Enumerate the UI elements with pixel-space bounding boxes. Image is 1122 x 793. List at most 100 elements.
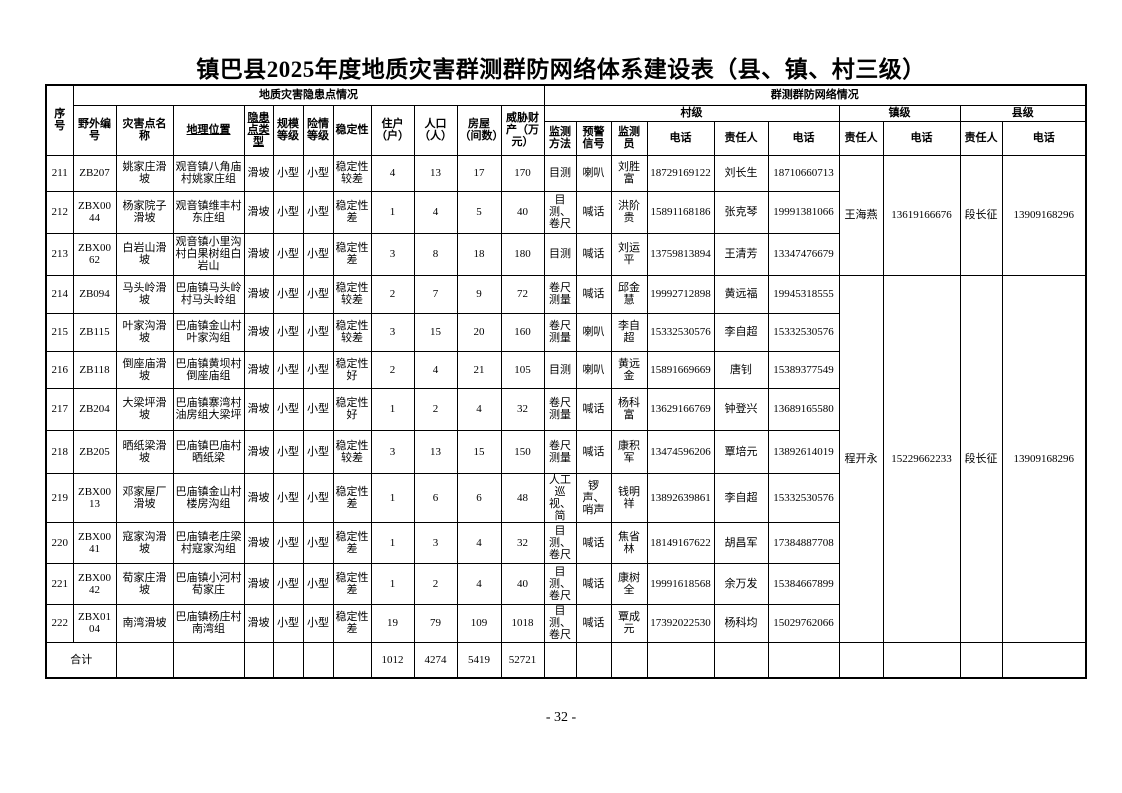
cell-monitor_phone: 18149167622 <box>646 521 715 564</box>
cell-monitor_phone: 17392022530 <box>646 603 715 643</box>
cell-responsible: 胡昌军 <box>713 521 769 564</box>
cell-monitor: 刘运平 <box>610 232 648 276</box>
cell-monitor: 杨科富 <box>610 387 648 431</box>
cell-monitor: 刘胜富 <box>610 154 648 192</box>
cell-method: 目测、卷尺 <box>543 562 577 605</box>
cell-population: 13 <box>413 154 458 192</box>
cell-rooms: 4 <box>456 387 502 431</box>
header-households: 住户（户） <box>370 104 415 156</box>
cell-location: 巴庙镇金山村叶家沟组 <box>172 312 245 352</box>
cell-responsible_phone: 15029762066 <box>767 603 840 643</box>
cell-property: 170 <box>500 154 545 192</box>
cell-population: 8 <box>413 232 458 276</box>
cell-type: 滑坡 <box>243 190 274 234</box>
total-empty-name <box>115 641 174 679</box>
total-empty-monitor_phone <box>646 641 715 679</box>
header-rooms: 房屋（间数） <box>456 104 502 156</box>
total-empty-type <box>243 641 274 679</box>
cell-location: 巴庙镇黄坝村倒座庙组 <box>172 350 245 389</box>
header-village-phone: 电话 <box>767 120 840 156</box>
cell-households: 3 <box>370 312 415 352</box>
cell-monitor: 邱金慧 <box>610 274 648 314</box>
cell-field_no: ZB094 <box>72 274 117 314</box>
cell-stability: 稳定性较差 <box>332 312 372 352</box>
table-row: 213 ZBX0062 白岩山滑坡 观音镇小里沟村白果树组白岩山 滑坡 小型 小型 稳定性差 3… <box>45 232 1086 276</box>
cell-signal: 喊话 <box>575 603 612 643</box>
header-village-responsible: 责任人 <box>713 120 769 156</box>
cell-households: 1 <box>370 472 415 523</box>
cell-property: 160 <box>500 312 545 352</box>
cell-responsible: 钟登兴 <box>713 387 769 431</box>
header-county-phone: 电话 <box>1001 120 1087 156</box>
cell-monitor_phone: 13629166769 <box>646 387 715 431</box>
cell-scale: 小型 <box>272 472 304 523</box>
cell-responsible_phone: 17384887708 <box>767 521 840 564</box>
table-body: 211 ZB207 姚家庄滑坡 观音镇八角庙村姚家庄组 滑坡 小型 小型 稳定性较差 4 13 17… <box>45 154 1087 679</box>
header-group-network: 群测群防网络情况 <box>543 84 1087 106</box>
cell-danger: 小型 <box>302 232 334 276</box>
cell-seq: 220 <box>45 521 74 564</box>
header-field-no: 野外编号 <box>72 104 117 156</box>
cell-name: 晒纸梁滑坡 <box>115 429 174 474</box>
header-disaster-name: 灾害点名称 <box>115 104 174 156</box>
cell-population: 4 <box>413 190 458 234</box>
cell-responsible_phone: 13689165580 <box>767 387 840 431</box>
header-danger: 险情等级 <box>302 104 334 156</box>
cell-type: 滑坡 <box>243 312 274 352</box>
cell-method: 卷尺测量 <box>543 312 577 352</box>
cell-location: 巴庙镇巴庙村晒纸梁 <box>172 429 245 474</box>
cell-name: 叶家沟滑坡 <box>115 312 174 352</box>
cell-signal: 喇叭 <box>575 312 612 352</box>
cell-stability: 稳定性差 <box>332 232 372 276</box>
cell-monitor_phone: 18729169122 <box>646 154 715 192</box>
cell-monitor: 康积军 <box>610 429 648 474</box>
cell-field_no: ZBX0013 <box>72 472 117 523</box>
cell-name: 邓家屋厂滑坡 <box>115 472 174 523</box>
header-group-hazard: 地质灾害隐患点情况 <box>72 84 545 106</box>
cell-scale: 小型 <box>272 429 304 474</box>
total-property: 52721 <box>500 641 545 679</box>
cell-property: 40 <box>500 190 545 234</box>
header-method: 监测方法 <box>543 120 577 156</box>
cell-households: 1 <box>370 190 415 234</box>
cell-type: 滑坡 <box>243 350 274 389</box>
cell-responsible_phone: 15332530576 <box>767 472 840 523</box>
cell-property: 32 <box>500 521 545 564</box>
cell-scale: 小型 <box>272 312 304 352</box>
cell-danger: 小型 <box>302 154 334 192</box>
table-row: 221 ZBX0042 荀家庄滑坡 巴庙镇小河村荀家庄 滑坡 小型 小型 稳定性差 1 2 4 40 目… <box>45 562 1086 605</box>
cell-danger: 小型 <box>302 387 334 431</box>
cell-responsible_phone: 13892614019 <box>767 429 840 474</box>
cell-location: 巴庙镇马头岭村马头岭组 <box>172 274 245 314</box>
cell-property: 105 <box>500 350 545 389</box>
cell-name: 姚家庄滑坡 <box>115 154 174 192</box>
cell-seq: 212 <box>45 190 74 234</box>
cell-rooms: 5 <box>456 190 502 234</box>
cell-rooms: 9 <box>456 274 502 314</box>
cell-responsible_phone: 13347476679 <box>767 232 840 276</box>
cell-name: 杨家院子滑坡 <box>115 190 174 234</box>
cell-rooms: 21 <box>456 350 502 389</box>
cell-property: 1018 <box>500 603 545 643</box>
cell-signal: 喊话 <box>575 232 612 276</box>
cell-seq: 217 <box>45 387 74 431</box>
cell-stability: 稳定性差 <box>332 521 372 564</box>
cell-property: 48 <box>500 472 545 523</box>
table-row: 217 ZB204 大梁坪滑坡 巴庙镇寨湾村油房组大梁坪 滑坡 小型 小型 稳定性好 1 2 4 32… <box>45 387 1086 431</box>
cell-seq: 222 <box>45 603 74 643</box>
cell-rooms: 4 <box>456 521 502 564</box>
cell-responsible: 李自超 <box>713 312 769 352</box>
cell-stability: 稳定性差 <box>332 472 372 523</box>
cell-monitor_phone: 13474596206 <box>646 429 715 474</box>
cell-danger: 小型 <box>302 562 334 605</box>
cell-stability: 稳定性好 <box>332 387 372 431</box>
table-row: 212 ZBX0044 杨家院子滑坡 观音镇维丰村东庄组 滑坡 小型 小型 稳定性差 1 4 5 40… <box>45 190 1086 234</box>
total-empty-town_resp <box>838 641 884 679</box>
header-property: 威胁财产（万元） <box>500 104 545 156</box>
header-village-level: 村级 <box>543 104 840 122</box>
cell-county-phone: 13909168296 <box>1001 154 1087 276</box>
header-town-level: 镇级 <box>838 104 961 122</box>
cell-monitor_phone: 19991618568 <box>646 562 715 605</box>
cell-location: 观音镇八角庙村姚家庄组 <box>172 154 245 192</box>
cell-rooms: 17 <box>456 154 502 192</box>
